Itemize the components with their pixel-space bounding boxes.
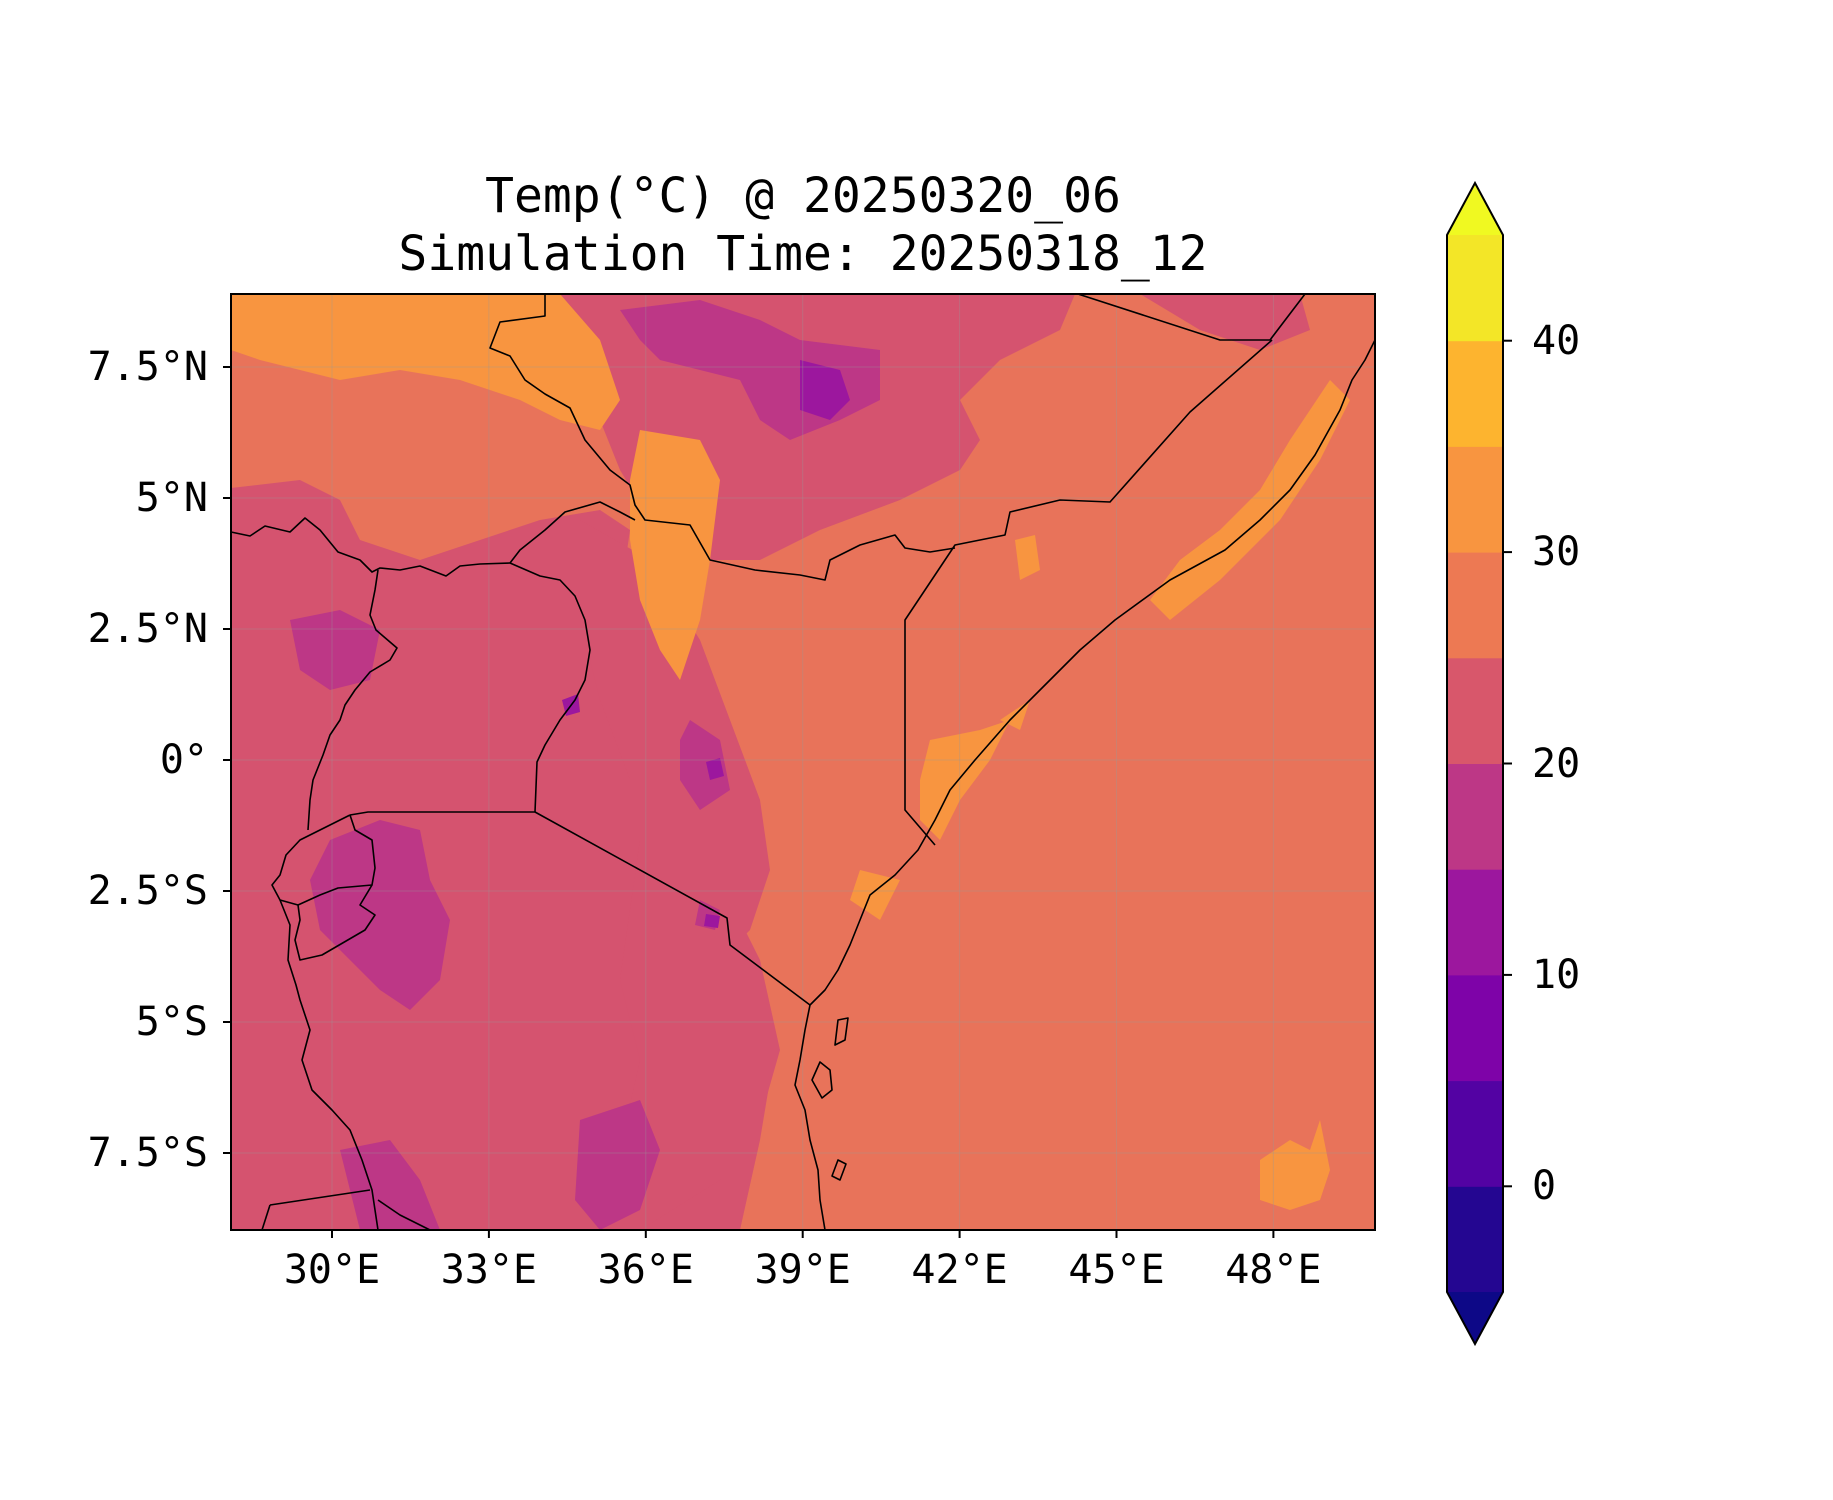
cold-zone-malawi [340,1140,440,1230]
cold-zone-tanzania-south [575,1100,660,1230]
colorbar-segment [1447,1080,1503,1187]
y-tick-label: 2.5°N [87,606,208,652]
hot-zone-sudan [231,294,620,430]
colorbar-segment [1447,235,1503,342]
hot-zone-lake-turkana [630,430,720,680]
cool-zone-kenya-highlands [580,520,770,960]
colorbar-segment [1447,446,1503,553]
colorbar-segment [1447,552,1503,659]
coldest-zone-kenya [706,758,724,780]
colorbar-tick-label: 40 [1532,317,1581,364]
border-sudan-ethiopia [1077,293,1306,341]
colorbar-tick-label: 20 [1532,740,1581,787]
cold-zone-kenya-mt [680,720,730,810]
border-south-sudan-sudan [489,294,956,581]
y-tick-label: 2.5°S [87,868,208,914]
y-tick-label: 7.5°S [87,1130,208,1176]
country-borders [230,293,1376,1231]
chart-title-line-2: Simulation Time: 20250318_12 [398,226,1208,282]
y-tick-marks [223,366,231,1154]
colorbar-segment [1447,657,1503,764]
border-uganda-tanzania [349,811,535,816]
coldest-zone-kili [704,914,720,928]
y-tick-label: 5°N [135,475,208,521]
island-zanzibar [811,1061,833,1099]
x-tick-label: 33°E [440,1247,538,1293]
x-tick-label: 30°E [283,1247,381,1293]
x-tick-label: 45°E [1068,1247,1165,1293]
x-tick-label: 39°E [754,1247,851,1293]
island-mafia [831,1159,847,1181]
colorbar-segment [1447,763,1503,870]
x-tick-label: 42°E [911,1247,1008,1293]
colorbar-extend-max [1447,183,1503,235]
island-pemba [834,1017,849,1046]
colorbar-outline [1446,180,1504,1347]
border-tanzania-mozambique [377,1199,431,1231]
border-tanzania-drc-lake [279,899,379,1231]
x-tick-label: 36°E [597,1247,694,1293]
border-tanzania-zambia [269,1189,371,1206]
border-uganda-drc [307,569,398,831]
border-kenya-tanzania [534,811,811,1006]
colorbar-tick-label: 0 [1532,1163,1557,1210]
x-tick-label: 48°E [1225,1247,1322,1293]
hot-zone-somali-coast [1150,380,1350,620]
colorbar-extend-min [1447,1292,1503,1344]
y-tick-label: 5°S [135,999,208,1045]
map-gridlines [231,294,1375,1230]
colorbar-segment [1447,1186,1503,1293]
colorbar [1446,180,1512,1347]
colorbar-tick-label: 10 [1532,951,1581,998]
y-tick-label: 0° [159,737,208,783]
coastline-somalia [794,339,1376,1231]
colorbar-segment [1447,340,1503,447]
cold-zone-uganda-west [290,610,380,690]
border-uganda-south-sudan [509,562,591,813]
colorbar-segment [1447,869,1503,976]
cool-zone-northeast [1140,294,1310,350]
hot-zone-kenya-coast [920,720,1010,840]
border-burundi-tanzania [294,884,376,961]
x-tick-marks [331,1230,1275,1238]
hot-zone-ogaden-spot [1015,535,1040,580]
hot-zone-indian-ocean [1260,1120,1330,1210]
border-south-sudan-west [230,501,636,577]
y-tick-label: 7.5°N [87,344,208,390]
border-zambia-sw [261,1204,271,1231]
cold-zone-rwanda [310,820,450,1010]
colorbar-tick-label: 30 [1532,529,1581,576]
colorbar-segment [1447,974,1503,1082]
coldest-zone-ethiopia [800,360,850,420]
hot-zone-tanzania-coast [850,870,900,920]
chart-title-line-1: Temp(°C) @ 20250320_06 [485,168,1121,224]
border-ethiopia-somalia [904,339,1273,846]
